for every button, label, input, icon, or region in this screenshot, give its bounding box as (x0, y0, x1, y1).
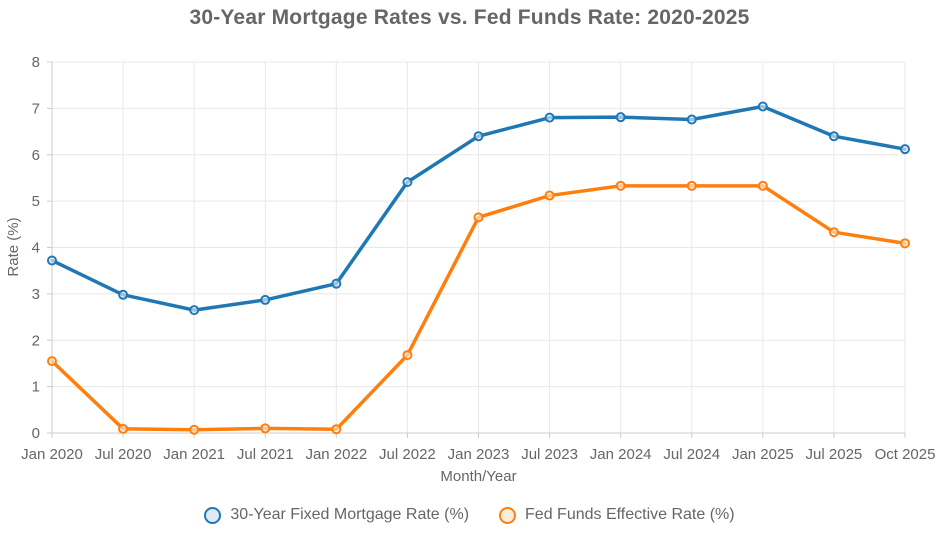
chart-canvas[interactable]: 0 1 2 3 4 5 6 7 8 Jan 2020 Jul 2020 Jan 2021 Jul 202… (0, 40, 939, 470)
y-tick-label: 6 (32, 147, 40, 164)
data-point[interactable] (686, 114, 697, 125)
data-point[interactable] (331, 278, 342, 289)
mortgage-series-circle-marker-icon (204, 506, 222, 524)
data-point[interactable] (615, 180, 626, 191)
data-point[interactable] (473, 131, 484, 142)
data-point[interactable] (544, 190, 555, 201)
x-tick-label: Jul 2020 (95, 446, 152, 463)
legend-label-mortgage-rate: 30-Year Fixed Mortgage Rate (%) (230, 506, 470, 523)
chart-legend: 30-Year Fixed Mortgage Rate (%) Fed Fund… (0, 506, 939, 524)
data-point[interactable] (473, 212, 484, 223)
data-point[interactable] (260, 294, 271, 305)
data-point[interactable] (828, 227, 839, 238)
data-point[interactable] (828, 131, 839, 142)
data-point[interactable] (118, 423, 129, 434)
y-tick-label: 5 (32, 193, 40, 210)
y-tick-label: 8 (32, 54, 40, 71)
data-point[interactable] (189, 305, 200, 316)
y-tick-label: 4 (32, 240, 40, 257)
data-point[interactable] (189, 424, 200, 435)
x-tick-label: Jul 2022 (379, 446, 436, 463)
data-point[interactable] (118, 289, 129, 300)
data-point[interactable] (260, 423, 271, 434)
data-point[interactable] (331, 424, 342, 435)
data-point[interactable] (615, 112, 626, 123)
data-point[interactable] (544, 112, 555, 123)
y-tick-label: 2 (32, 332, 40, 349)
x-tick-label: Jul 2024 (663, 446, 720, 463)
data-point[interactable] (757, 101, 768, 112)
data-point[interactable] (402, 350, 413, 361)
legend-item-fed-funds-rate[interactable]: Fed Funds Effective Rate (%) (499, 506, 735, 524)
y-tick-label: 7 (32, 100, 40, 117)
y-tick-label: 3 (32, 286, 40, 303)
data-point[interactable] (47, 255, 57, 266)
chart-title: 30-Year Mortgage Rates vs. Fed Funds Rat… (189, 6, 750, 29)
data-point[interactable] (900, 238, 910, 249)
y-tick-label: 1 (32, 379, 40, 396)
x-tick-label: Jul 2023 (521, 446, 578, 463)
x-axis-label: Month/Year (440, 468, 517, 485)
data-point[interactable] (757, 180, 768, 191)
y-tick-label: 0 (32, 425, 40, 442)
x-tick-label: Jan 2021 (163, 446, 225, 463)
fed-funds-series-circle-marker-icon (499, 506, 517, 524)
data-point[interactable] (686, 180, 697, 191)
x-tick-label: Oct 2025 (875, 446, 936, 463)
x-tick-label: Jan 2022 (305, 446, 367, 463)
legend-item-mortgage-rate[interactable]: 30-Year Fixed Mortgage Rate (%) (204, 506, 469, 524)
y-axis-label: Rate (%) (5, 217, 22, 277)
x-tick-label: Jan 2023 (448, 446, 510, 463)
data-point[interactable] (47, 356, 57, 367)
legend-label-fed-funds-rate: Fed Funds Effective Rate (%) (525, 506, 735, 523)
x-tick-label: Jan 2024 (590, 446, 652, 463)
x-tick-label: Jan 2020 (21, 446, 83, 463)
data-point[interactable] (900, 144, 910, 155)
data-point[interactable] (402, 177, 413, 188)
x-tick-label: Jul 2021 (237, 446, 294, 463)
x-tick-label: Jan 2025 (732, 446, 794, 463)
x-tick-label: Jul 2025 (806, 446, 863, 463)
